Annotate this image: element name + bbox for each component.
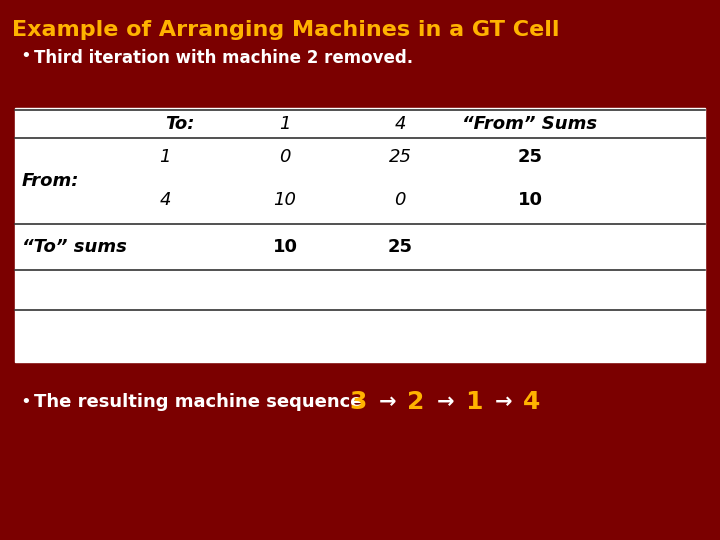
Text: 25: 25 (518, 148, 542, 166)
Text: →: → (495, 392, 513, 412)
Text: 0: 0 (395, 191, 406, 209)
Text: 1: 1 (279, 115, 291, 133)
Text: “From” Sums: “From” Sums (462, 115, 598, 133)
Text: 10: 10 (274, 191, 297, 209)
Text: The resulting machine sequence: The resulting machine sequence (34, 393, 362, 411)
Text: →: → (437, 392, 455, 412)
Text: →: → (379, 392, 397, 412)
Bar (15, 108, 705, 362)
Text: 4: 4 (159, 191, 171, 209)
Text: 2: 2 (408, 390, 425, 414)
Text: From:: From: (22, 172, 79, 190)
Text: 25: 25 (389, 148, 412, 166)
Text: 4: 4 (395, 115, 406, 133)
Text: 0: 0 (279, 148, 291, 166)
Text: “To” sums: “To” sums (22, 238, 127, 256)
Text: Example of Arranging Machines in a GT Cell: Example of Arranging Machines in a GT Ce… (12, 20, 559, 40)
Text: •: • (20, 393, 31, 411)
Text: 10: 10 (518, 191, 542, 209)
Text: To:: To: (165, 115, 194, 133)
Text: Third iteration with machine 2 removed.: Third iteration with machine 2 removed. (34, 49, 413, 67)
Text: 1: 1 (159, 148, 171, 166)
Text: •: • (20, 47, 31, 65)
Text: 25: 25 (387, 238, 413, 256)
Text: 3: 3 (349, 390, 366, 414)
Text: 10: 10 (272, 238, 297, 256)
Text: 4: 4 (523, 390, 541, 414)
Text: 1: 1 (465, 390, 482, 414)
